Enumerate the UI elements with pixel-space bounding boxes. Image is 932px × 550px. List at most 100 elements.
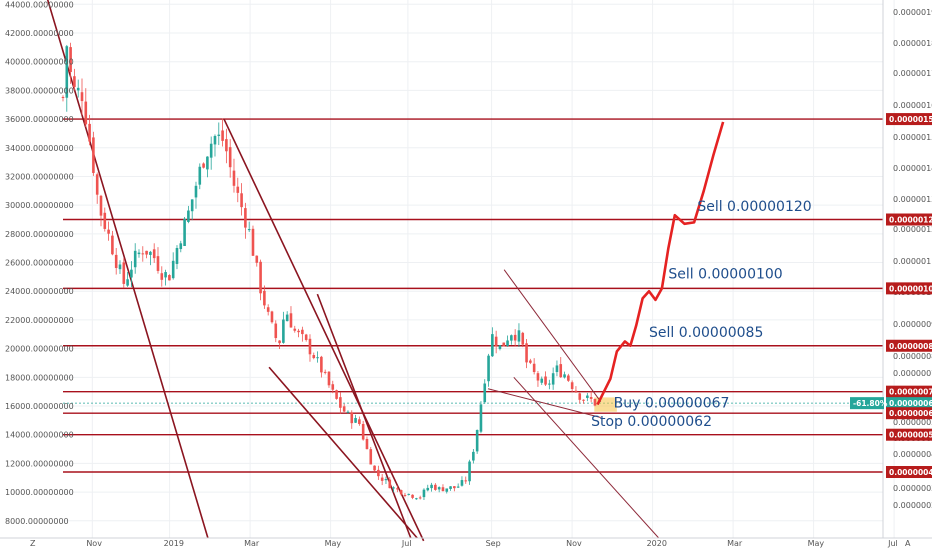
candle-body xyxy=(380,477,384,481)
candle-body xyxy=(297,330,300,333)
candle-body xyxy=(236,186,240,193)
annotation-4: Stop 0.00000062 xyxy=(591,414,712,430)
price-tag-8 xyxy=(886,466,932,479)
candle-body xyxy=(126,279,129,286)
candle-body xyxy=(570,382,574,389)
candle-body xyxy=(377,469,380,477)
price-tag-label-8: 0.00000046 xyxy=(889,468,932,477)
price-tag-label-2: 0.00000104 xyxy=(889,284,932,293)
candle-body xyxy=(563,374,566,378)
candle-body xyxy=(285,314,289,322)
candle-body xyxy=(548,383,551,385)
candle-body xyxy=(388,479,392,489)
candle-body xyxy=(536,373,540,381)
candle-body xyxy=(240,193,243,208)
candle-body xyxy=(578,393,582,400)
candle-body xyxy=(198,166,202,185)
candle-body xyxy=(327,371,331,386)
candle-body xyxy=(107,229,110,234)
left-tick-label-5: 34000.00000000 xyxy=(5,144,74,153)
candle-body xyxy=(517,330,521,342)
left-axis: 44000.00000000 42000.00000000 40000.000000… xyxy=(5,0,74,525)
x-tick-label-6: Nov xyxy=(566,539,582,548)
price-tag-5 xyxy=(886,397,932,410)
candle-body xyxy=(217,134,221,136)
annotations: Sell 0.00000120 Sell 0.00000100 Sell 0.000… xyxy=(591,199,812,430)
candle-body xyxy=(464,480,468,482)
candle-body xyxy=(445,488,449,492)
candle-body xyxy=(152,249,156,259)
candle-body xyxy=(278,340,281,344)
price-tag-7 xyxy=(886,428,932,441)
candle-body xyxy=(361,423,365,440)
candle-body xyxy=(221,130,224,141)
candle-body xyxy=(373,465,376,471)
candle-body xyxy=(88,123,91,142)
candle-body xyxy=(532,363,536,373)
candle-body xyxy=(403,494,407,496)
candle-body xyxy=(274,323,278,339)
candle-body xyxy=(61,96,65,98)
candle-body xyxy=(232,170,236,186)
candle-body xyxy=(335,390,338,399)
x-tick-label-3: May xyxy=(325,539,342,548)
candle-body xyxy=(312,355,316,359)
candle-body xyxy=(137,252,141,255)
candle-body xyxy=(559,364,563,378)
annotation-3: Buy 0.00000067 xyxy=(614,395,730,411)
candle-body xyxy=(259,261,262,294)
right-tick-label-2: 0.00000170 xyxy=(893,69,932,78)
candle-body xyxy=(422,489,426,498)
candle-body xyxy=(76,87,80,91)
right-tick-label-8: 0.00000110 xyxy=(893,257,932,266)
candle-body xyxy=(589,397,593,399)
candle-body xyxy=(510,335,513,341)
candle-body xyxy=(418,497,422,499)
candle-body xyxy=(392,487,395,489)
right-tick-label-6: 0.00000130 xyxy=(893,195,932,204)
projection-path xyxy=(596,121,725,406)
candle-body xyxy=(525,343,528,363)
mid-lower xyxy=(268,366,418,539)
candle-body xyxy=(206,156,209,170)
candle-body xyxy=(502,342,506,347)
candle-body xyxy=(449,486,452,489)
left-tick-label-4: 36000.00000000 xyxy=(5,115,74,124)
price-tag-label-1: 0.00000126 xyxy=(889,216,932,225)
candle-body xyxy=(73,76,76,88)
price-tag-3 xyxy=(886,339,932,352)
price-tag-label-3: 0.00000086 xyxy=(889,342,932,351)
wedge-lower xyxy=(487,388,601,418)
candle-body xyxy=(69,47,72,73)
candle-body xyxy=(122,262,126,284)
candle-body xyxy=(437,487,441,490)
price-tag-label-0: 0.00000158 xyxy=(889,115,932,124)
right-tick-label-16: 0.00000044 xyxy=(893,450,932,459)
annotation-1: Sell 0.00000100 xyxy=(668,266,782,282)
candle-body xyxy=(350,412,354,424)
candle-body xyxy=(304,334,308,340)
candle-body xyxy=(80,92,84,102)
candle-body xyxy=(111,235,114,255)
candle-body xyxy=(65,46,69,98)
candle-body xyxy=(529,360,532,363)
candle-body xyxy=(255,255,259,263)
right-tick-label-14: 0.00000056 xyxy=(893,418,932,427)
candle-body xyxy=(521,332,525,345)
candle-body xyxy=(190,199,194,212)
candle-body xyxy=(209,143,213,158)
candle-body xyxy=(141,253,145,255)
wedge-extension xyxy=(513,376,660,539)
candle-body xyxy=(506,340,509,346)
candle-body xyxy=(251,228,255,256)
left-tick-label-8: 28000.00000000 xyxy=(5,230,74,239)
candle-body xyxy=(434,484,437,490)
left-tick-label-10: 24000.00000000 xyxy=(5,287,74,296)
price-tag-label-6: 0.00000065 xyxy=(889,409,932,418)
candle-body xyxy=(316,357,319,359)
candle-body xyxy=(323,371,327,373)
candle-body xyxy=(228,147,232,168)
